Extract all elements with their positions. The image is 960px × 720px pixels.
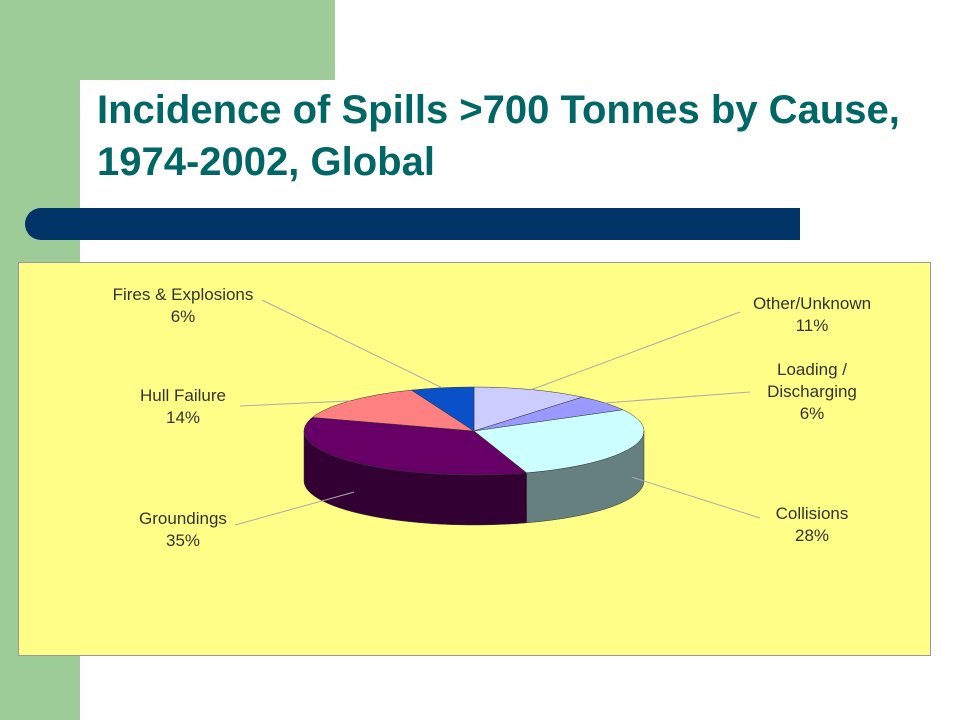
leader-line — [631, 476, 761, 519]
category-label: Hull Failure — [140, 386, 226, 405]
category-label: Other/Unknown — [752, 294, 872, 313]
category-label: Collisions — [775, 504, 849, 523]
value-label: 11% — [795, 316, 829, 335]
corner-fill — [80, 80, 120, 120]
category-label: Groundings — [139, 509, 227, 528]
top-band — [0, 0, 335, 80]
slice-label: Loading / Discharging 6% — [752, 359, 872, 425]
category-label: Loading / Discharging — [767, 360, 857, 401]
leader-line — [261, 299, 443, 389]
value-label: 28% — [794, 526, 830, 545]
slice-label: Fires & Explosions 6% — [93, 284, 273, 328]
slice — [473, 409, 645, 474]
slice — [303, 417, 528, 476]
value-label: 14% — [165, 408, 201, 427]
leader-line — [239, 400, 351, 407]
slice — [410, 386, 475, 432]
value-label: 6% — [799, 404, 825, 423]
slice — [311, 389, 475, 432]
value-label: 35% — [165, 531, 201, 550]
slice-label: Hull Failure 14% — [103, 385, 263, 429]
slice-label: Collisions 28% — [732, 503, 892, 547]
title-rule-body — [41, 208, 800, 240]
slice-label: Other/Unknown 11% — [732, 293, 892, 337]
value-label: 6% — [170, 307, 196, 326]
slide-title: Incidence of Spills >700 Tonnes by Cause… — [97, 88, 900, 184]
pie — [234, 299, 761, 526]
slice — [473, 386, 584, 432]
leader-line — [531, 311, 741, 391]
leader-line — [604, 391, 751, 404]
leader-line — [234, 491, 354, 526]
slice-label: Groundings 35% — [103, 508, 263, 552]
category-label: Fires & Explosions — [112, 285, 254, 304]
